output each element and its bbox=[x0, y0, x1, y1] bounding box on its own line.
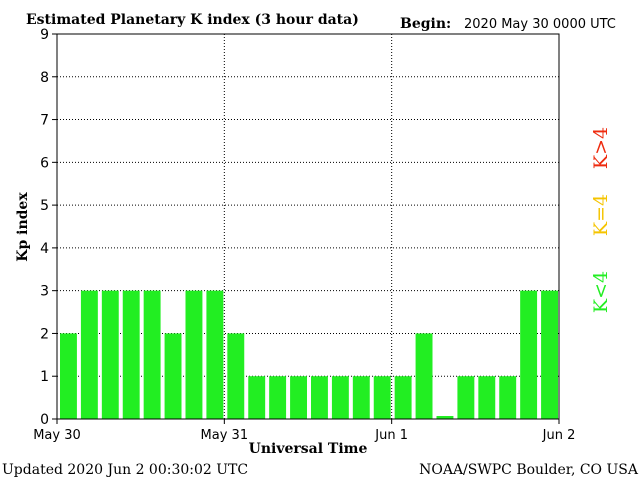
chart-title: Estimated Planetary K index (3 hour data… bbox=[26, 12, 359, 28]
y-tick-label: 8 bbox=[40, 70, 49, 86]
x-axis-label: Universal Time bbox=[249, 441, 368, 457]
kp-bar bbox=[373, 376, 391, 419]
begin-value: 2020 May 30 0000 UTC bbox=[464, 17, 616, 32]
legend-k-above-4: K>4 bbox=[590, 127, 612, 169]
kp-bar bbox=[206, 290, 224, 419]
kp-bar bbox=[394, 376, 412, 419]
kp-bar bbox=[143, 290, 161, 419]
y-tick-label: 5 bbox=[40, 198, 49, 214]
updated-timestamp: Updated 2020 Jun 2 00:30:02 UTC bbox=[2, 462, 248, 478]
x-tick-label: Jun 2 bbox=[542, 428, 576, 443]
y-tick-label: 0 bbox=[40, 412, 49, 428]
kp-bar bbox=[185, 290, 203, 419]
kp-bar bbox=[457, 376, 475, 419]
y-tick-label: 6 bbox=[40, 155, 49, 171]
kp-bar bbox=[164, 333, 182, 419]
kp-bar bbox=[436, 416, 454, 419]
kp-bar bbox=[248, 376, 266, 419]
x-tick-label: May 31 bbox=[201, 428, 249, 443]
y-tick-label: 1 bbox=[40, 369, 49, 385]
begin-label: Begin: bbox=[400, 16, 451, 32]
credit-text: NOAA/SWPC Boulder, CO USA bbox=[419, 462, 639, 478]
grid-lines bbox=[57, 34, 559, 419]
x-tick-label: May 30 bbox=[33, 428, 81, 443]
kp-bar bbox=[520, 290, 538, 419]
kp-bar bbox=[290, 376, 307, 419]
kp-bar bbox=[269, 376, 287, 419]
y-tick-label: 3 bbox=[40, 284, 49, 300]
kp-bar bbox=[60, 333, 77, 419]
kp-bar bbox=[227, 333, 245, 419]
kp-bar bbox=[499, 376, 517, 419]
y-tick-label: 4 bbox=[40, 241, 49, 257]
y-tick-label: 7 bbox=[40, 113, 49, 129]
kp-bar bbox=[311, 376, 328, 419]
kp-bar bbox=[80, 290, 98, 419]
kp-bar bbox=[122, 290, 140, 419]
x-tick-label: Jun 1 bbox=[374, 428, 408, 443]
y-tick-label: 9 bbox=[40, 27, 49, 43]
kp-bar bbox=[478, 376, 496, 419]
plot-frame bbox=[56, 33, 560, 420]
kp-bar bbox=[331, 376, 349, 419]
legend-k-equal-4: K=4 bbox=[590, 194, 612, 236]
legend-k-below-4: K<4 bbox=[590, 271, 612, 313]
y-axis-label: Kp index bbox=[15, 192, 31, 262]
kp-bar bbox=[101, 290, 119, 419]
x-axis-ticks: May 30 May 31 Jun 1 Jun 2 bbox=[33, 419, 575, 443]
kp-bar bbox=[352, 376, 370, 419]
y-axis-ticks: 0 1 2 3 4 5 6 7 8 9 bbox=[40, 27, 57, 428]
kp-bar bbox=[541, 290, 558, 419]
bars bbox=[60, 290, 558, 419]
kp-bar bbox=[415, 333, 433, 419]
y-tick-label: 2 bbox=[40, 326, 49, 342]
